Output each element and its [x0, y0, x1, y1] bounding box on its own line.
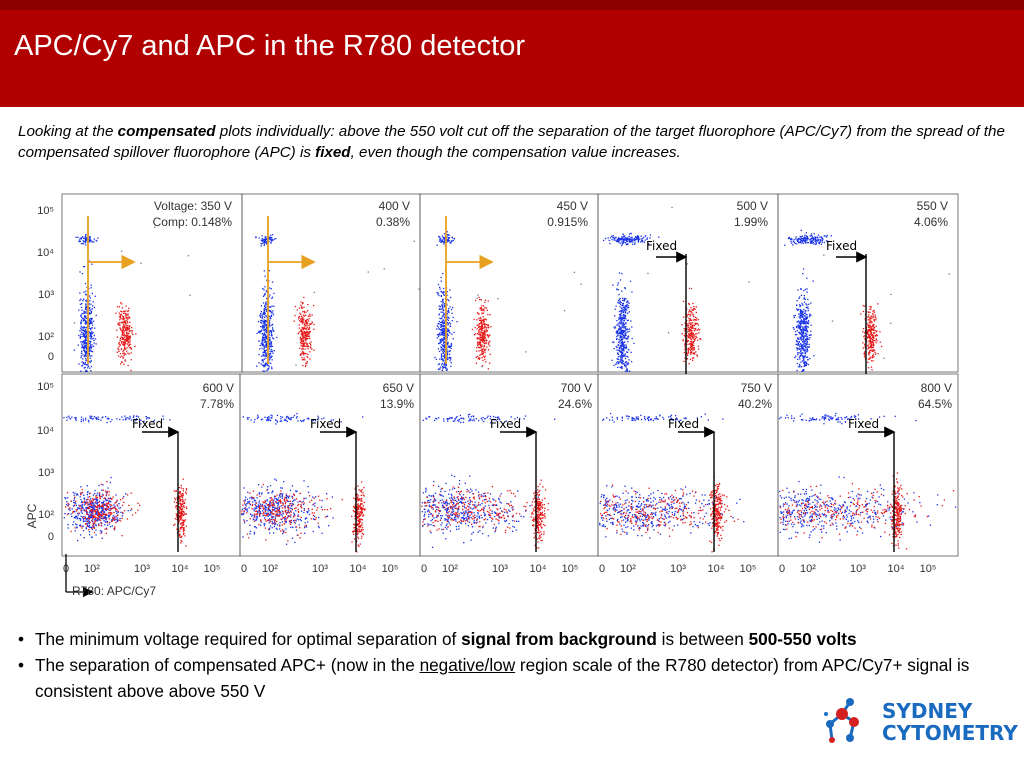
y-tick-label: 10⁴	[37, 247, 54, 259]
bullet-1-text: The minimum voltage required for optimal…	[35, 629, 462, 649]
x-tick-label: 10²	[262, 563, 278, 575]
y-tick-label: 0	[48, 531, 54, 543]
y-tick-label: 10⁵	[37, 205, 54, 217]
panel-voltage-label: 450 V	[557, 199, 588, 213]
fixed-label: Fixed	[668, 417, 699, 431]
intro-bold-compensated: compensated	[117, 123, 216, 140]
y-tick-label: 10⁵	[37, 381, 54, 393]
scatter-population-group	[241, 413, 366, 553]
bullet-item: The minimum voltage required for optimal…	[18, 626, 1008, 652]
x-tick-label: 10⁵	[562, 563, 579, 575]
y-tick-label: 10²	[38, 331, 54, 343]
sydney-cytometry-logo: SYDNEY CYTOMETRY	[824, 698, 1018, 745]
panel-comp-label: 1.99%	[734, 215, 768, 229]
panel-voltage-label: 800 V	[921, 381, 952, 395]
x-tick-label: 10⁴	[888, 563, 905, 575]
molecule-icon	[824, 698, 859, 743]
fixed-label: Fixed	[132, 417, 163, 431]
x-tick-label: 10³	[312, 563, 328, 575]
bullet-1-bold: signal from background	[461, 629, 657, 649]
scatter-population-group	[73, 226, 191, 373]
intro-text-1: Looking at the	[18, 123, 118, 140]
panel-voltage-label: 550 V	[917, 199, 948, 213]
logo-line-2: CYTOMETRY	[882, 721, 1018, 745]
intro-bold-fixed: fixed	[315, 144, 351, 161]
scatter-population-group	[421, 413, 556, 549]
panel-comp-label: 0.915%	[547, 215, 588, 229]
scatter-population-group	[434, 231, 582, 372]
panel-comp-label: 13.9%	[380, 397, 414, 411]
panel-comp-label: 40.2%	[738, 397, 772, 411]
intro-text-3: , even though the compensation value inc…	[350, 144, 681, 161]
x-tick-label: 10²	[800, 563, 816, 575]
panel-comp-label: 24.6%	[558, 397, 592, 411]
x-tick-label: 10⁵	[382, 563, 399, 575]
x-tick-label: 10⁴	[708, 563, 725, 575]
panel-comp-label: 64.5%	[918, 397, 952, 411]
y-tick-label: 0	[48, 351, 54, 363]
x-tick-label: 10²	[84, 563, 100, 575]
y-tick-label: 10²	[38, 509, 54, 521]
panel-voltage-label: 650 V	[383, 381, 414, 395]
title-bar: APC/Cy7 and APC in the R780 detector	[0, 0, 1024, 107]
x-tick-label: 0	[241, 563, 247, 575]
bullet-item: The separation of compensated APC+ (now …	[18, 652, 1008, 704]
x-tick-label: 10³	[492, 563, 508, 575]
x-tick-label: 10³	[850, 563, 866, 575]
panel-comp-label: 4.06%	[914, 215, 948, 229]
scatter-population-group	[63, 415, 188, 547]
panel-comp-label: 0.38%	[376, 215, 410, 229]
bullet-list: The minimum voltage required for optimal…	[18, 626, 1008, 704]
x-tick-label: 0	[599, 563, 605, 575]
x-tick-label: 0	[421, 563, 427, 575]
panel-comp-label: Comp: 0.148%	[153, 215, 233, 229]
panel-voltage-label: 750 V	[741, 381, 772, 395]
panel-voltage-label: 500 V	[737, 199, 768, 213]
panel-voltage-label: 600 V	[203, 381, 234, 395]
intro-paragraph: Looking at the compensated plots individ…	[18, 121, 1008, 163]
scatter-population-group	[784, 229, 950, 373]
y-axis-label: APC	[25, 503, 39, 528]
x-tick-label: 10³	[670, 563, 686, 575]
plot-panel-5	[777, 193, 959, 373]
scatter-population-group	[779, 412, 957, 550]
fixed-label: Fixed	[848, 417, 879, 431]
panel-comp-label: 7.78%	[200, 397, 234, 411]
x-tick-label: 10⁵	[920, 563, 937, 575]
fixed-label: Fixed	[490, 417, 521, 431]
x-tick-label: 10³	[134, 563, 150, 575]
y-tick-label: 10⁴	[37, 425, 54, 437]
logo-line-1: SYDNEY	[882, 699, 973, 723]
x-tick-label: 10²	[620, 563, 636, 575]
x-tick-label: 10⁴	[172, 563, 189, 575]
x-tick-label: 10⁴	[530, 563, 547, 575]
bullet-1-bold-2: 500-550 volts	[748, 629, 857, 649]
fixed-label: Fixed	[826, 239, 857, 253]
intro-text-2: plots individually: above the 550 volt c…	[18, 123, 1005, 161]
x-tick-label: 10²	[442, 563, 458, 575]
plot-panel-10	[777, 373, 959, 557]
title-bar-shade	[0, 0, 1024, 10]
bullet-2-text: The separation of compensated APC+ (now …	[35, 655, 420, 675]
y-tick-label: 10³	[38, 467, 54, 479]
panel-voltage-label: Voltage: 350 V	[154, 199, 232, 213]
bullet-2-underlined: negative/low	[419, 655, 516, 675]
scatter-population-group	[255, 234, 420, 372]
bullet-1-text-2: is between	[656, 629, 749, 649]
panel-voltage-label: 400 V	[379, 199, 410, 213]
x-tick-label: 10⁵	[204, 563, 221, 575]
fixed-label: Fixed	[310, 417, 341, 431]
x-axis-label: R780: APC/Cy7	[72, 584, 156, 598]
scatter-population-group	[599, 412, 745, 553]
bullet-2-text-2: region scale of the R780 detector) from …	[35, 655, 970, 701]
scatter-population-group	[603, 206, 750, 373]
slide-title: APC/Cy7 and APC in the R780 detector	[14, 30, 526, 62]
x-tick-label: 10⁴	[350, 563, 367, 575]
y-tick-label: 10³	[38, 289, 54, 301]
fixed-label: Fixed	[646, 239, 677, 253]
panel-voltage-label: 700 V	[561, 381, 592, 395]
flow-plot-grid: Voltage: 350 V Comp: 0.148% 400 V 0.38% 450 …	[25, 193, 959, 598]
x-tick-label: 10⁵	[740, 563, 757, 575]
x-tick-label: 0	[779, 563, 785, 575]
